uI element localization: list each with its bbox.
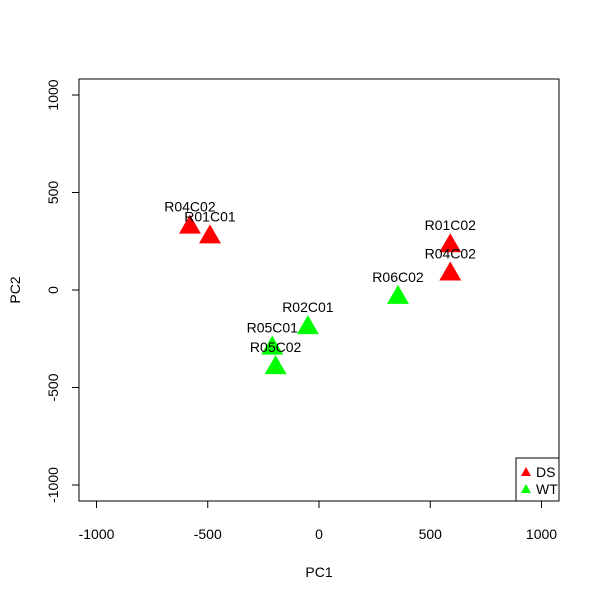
y-tick-label: -500 bbox=[45, 373, 61, 401]
point-label: R02C01 bbox=[282, 299, 334, 315]
x-tick-label: -1000 bbox=[79, 526, 115, 542]
x-tick-label: -500 bbox=[194, 526, 222, 542]
data-point-ds bbox=[439, 233, 462, 253]
legend-marker-wt bbox=[521, 484, 531, 493]
point-label: R01C02 bbox=[425, 217, 477, 233]
y-tick-label: 1000 bbox=[45, 79, 61, 110]
x-tick-label: 0 bbox=[315, 526, 323, 542]
legend-box bbox=[515, 457, 560, 502]
x-axis-label: PC1 bbox=[305, 564, 332, 580]
point-label: R05C02 bbox=[250, 339, 302, 355]
points-layer bbox=[178, 214, 462, 375]
x-axis: -1000 -500 0 500 1000 bbox=[79, 500, 557, 542]
y-axis-label: PC2 bbox=[7, 276, 23, 303]
data-point-wt bbox=[386, 284, 409, 304]
data-point-wt bbox=[296, 315, 319, 335]
point-labels-layer: R04C02R01C01R01C02R04C02R06C02R02C01R05C… bbox=[164, 199, 476, 355]
y-tick-label: 500 bbox=[45, 181, 61, 205]
legend-label: WT bbox=[536, 481, 558, 497]
data-point-ds bbox=[198, 224, 221, 244]
point-label: R06C02 bbox=[372, 269, 424, 285]
legend-label: DS bbox=[536, 464, 555, 480]
y-tick-label: -1000 bbox=[45, 467, 61, 503]
point-label: R04C02 bbox=[425, 245, 477, 261]
data-point-ds bbox=[439, 261, 462, 281]
y-tick-label: 0 bbox=[45, 286, 61, 294]
plot-frame bbox=[78, 78, 560, 502]
x-tick-label: 500 bbox=[419, 526, 443, 542]
data-point-wt bbox=[261, 335, 284, 355]
legend-marker-ds bbox=[521, 467, 531, 476]
data-point-wt bbox=[264, 355, 287, 375]
point-label: R04C02 bbox=[164, 199, 216, 215]
y-axis: -1000 -500 0 500 1000 bbox=[45, 79, 80, 503]
point-label: R01C01 bbox=[184, 208, 236, 224]
data-point-ds bbox=[178, 214, 201, 234]
point-label: R05C01 bbox=[247, 320, 299, 336]
x-tick-label: 1000 bbox=[526, 526, 557, 542]
